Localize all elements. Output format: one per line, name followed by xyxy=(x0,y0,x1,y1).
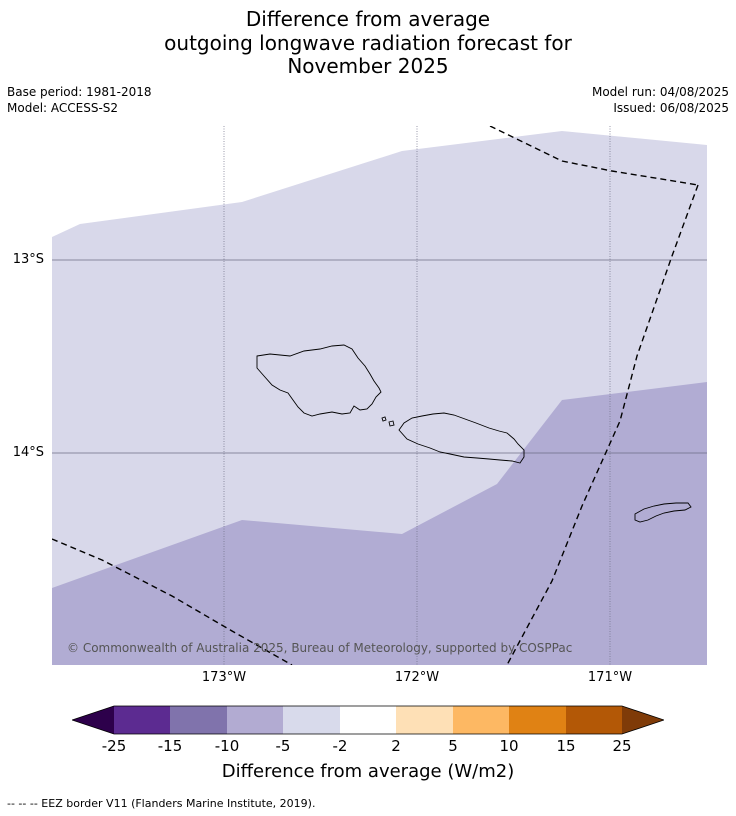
colorbar-segment-4 xyxy=(283,706,340,734)
colorbar-tick-9: 15 xyxy=(556,737,576,755)
model-run-text: Model run: 04/08/2025 xyxy=(591,85,729,99)
title-line-2: outgoing longwave radiation forecast for xyxy=(164,30,572,55)
colorbar-segment-6 xyxy=(396,706,453,734)
island-upolu xyxy=(398,412,525,464)
colorbar-tick-5: -2 xyxy=(332,737,348,755)
issued-text: Issued: 06/08/2025 xyxy=(613,101,729,115)
island-savaii xyxy=(256,344,382,417)
colorbar-segment-7 xyxy=(453,706,509,734)
colorbar-segment-5 xyxy=(340,706,396,734)
colorbar-tick-8: 10 xyxy=(499,737,519,755)
colorbar xyxy=(72,705,664,735)
colorbar-tick-10: 25 xyxy=(612,737,632,755)
lon-label-171w: 171°W xyxy=(587,670,633,685)
colorbar-tick-1: -25 xyxy=(101,737,127,755)
eez-line-top xyxy=(489,126,699,186)
colorbar-extend-high xyxy=(622,706,664,734)
lon-label-173w: 173°W xyxy=(201,670,247,685)
lat-label-13s: 13°S xyxy=(12,252,44,267)
title-line-1: Difference from average xyxy=(245,7,491,31)
colorbar-segment-3 xyxy=(227,706,283,734)
chart-title: Difference from average outgoing longwav… xyxy=(0,7,736,79)
colorbar-tick-3: -10 xyxy=(214,737,240,755)
map-svg xyxy=(52,126,707,665)
island-apolima xyxy=(381,416,387,422)
lat-label-14s: 14°S xyxy=(12,445,44,460)
map-panel xyxy=(52,126,707,665)
colorbar-tick-4: -5 xyxy=(275,737,291,755)
lon-label-172w: 172°W xyxy=(394,670,440,685)
colorbar-tick-2: -15 xyxy=(157,737,183,755)
colorbar-segment-2 xyxy=(170,706,227,734)
colorbar-extend-low xyxy=(72,706,114,734)
eez-border xyxy=(52,126,699,665)
meta-right: Model run: 04/08/2025 Issued: 06/08/2025 xyxy=(592,84,729,116)
eez-legend-text: -- -- -- EEZ border V11 (Flanders Marine… xyxy=(7,797,316,810)
colorbar-segment-8 xyxy=(509,706,566,734)
colorbar-segment-1 xyxy=(114,706,170,734)
island-tutuila xyxy=(634,502,692,523)
model-text: Model: ACCESS-S2 xyxy=(7,101,119,115)
island-manono xyxy=(388,420,395,427)
eez-line-southwest xyxy=(52,538,293,665)
colorbar-segment-9 xyxy=(566,706,622,734)
colorbar-tick-6: 2 xyxy=(391,737,401,755)
title-line-3: November 2025 xyxy=(287,54,449,78)
colorbar-label: Difference from average (W/m2) xyxy=(221,761,515,782)
graticule xyxy=(52,126,707,665)
eez-line-east xyxy=(506,184,699,665)
copyright-text: © Commonwealth of Australia 2025, Bureau… xyxy=(67,641,573,655)
colorbar-outline xyxy=(72,705,664,735)
meta-left: Base period: 1981-2018 Model: ACCESS-S2 xyxy=(7,84,152,116)
colorbar-tick-7: 5 xyxy=(448,737,458,755)
base-period-text: Base period: 1981-2018 xyxy=(7,85,152,99)
